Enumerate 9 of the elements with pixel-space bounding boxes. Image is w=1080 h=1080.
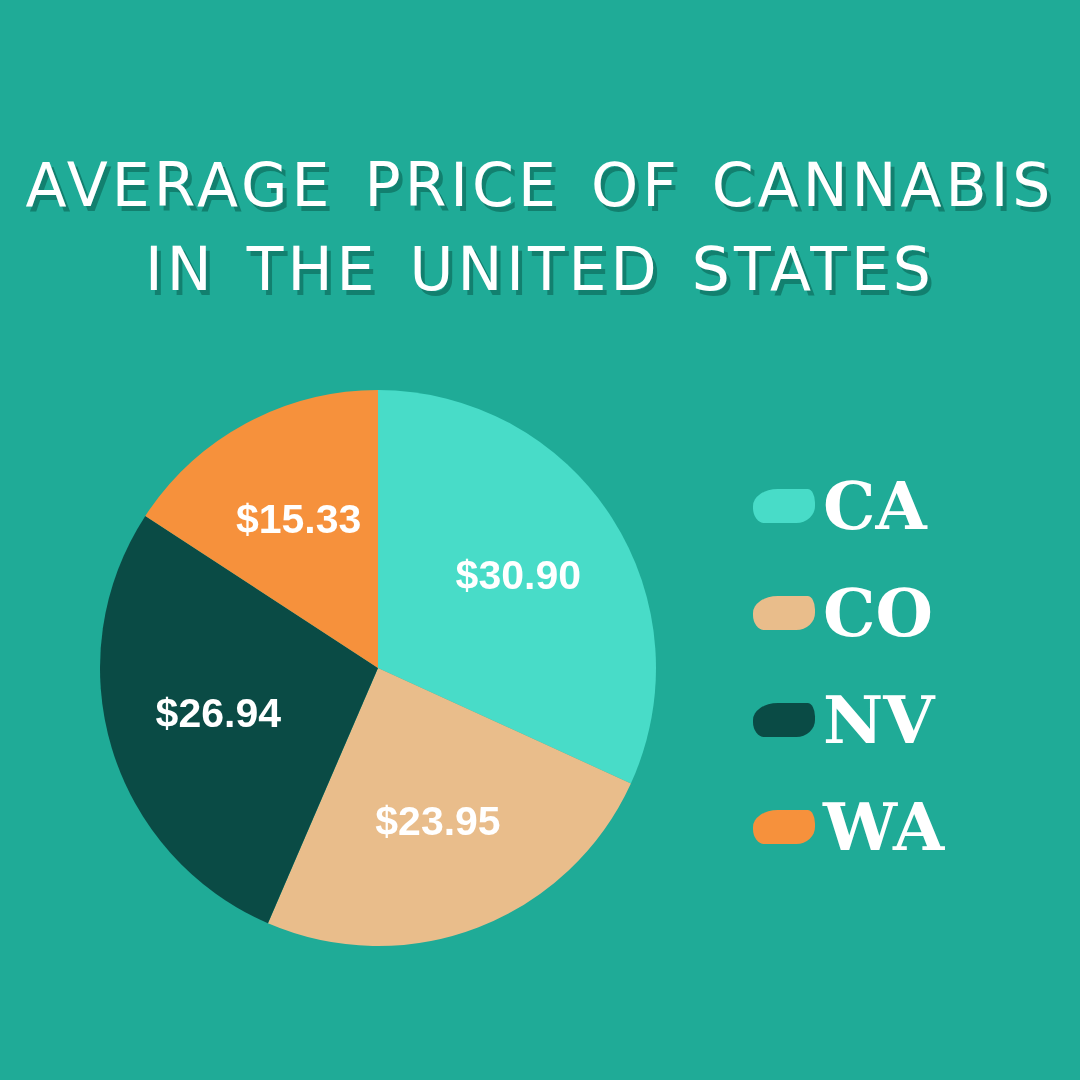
data-label: $15.33 [235,495,362,542]
legend-label: CA [823,466,927,547]
legend-label: WA [823,787,945,868]
data-label: $30.90 [455,552,582,599]
legend-label: NV [823,680,935,761]
legend-label: CO [823,573,934,654]
data-label: $23.95 [375,797,501,844]
data-label: $26.94 [155,690,282,737]
chart-title: AVERAGE PRICE OF CANNABIS IN THE UNITED STATES [24,149,1056,306]
